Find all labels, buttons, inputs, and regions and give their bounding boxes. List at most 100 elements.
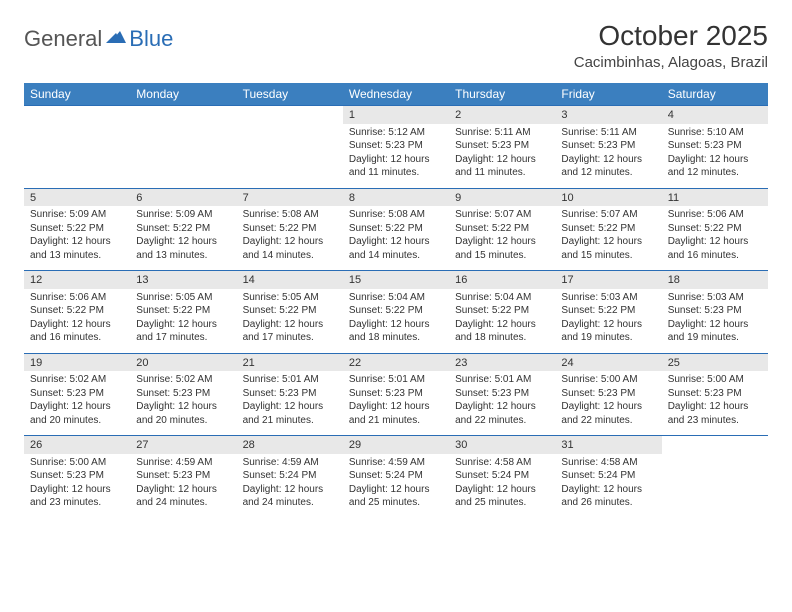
- sunrise-text: Sunrise: 5:12 AM: [349, 126, 443, 140]
- daylight-text: Daylight: 12 hours and 16 minutes.: [30, 318, 124, 345]
- sunrise-text: Sunrise: 5:08 AM: [243, 208, 337, 222]
- date-cell: 29: [343, 436, 449, 454]
- sunset-text: Sunset: 5:22 PM: [30, 304, 124, 318]
- date-cell: 28: [237, 436, 343, 454]
- sunset-text: Sunset: 5:23 PM: [455, 139, 549, 153]
- sunset-text: Sunset: 5:23 PM: [455, 387, 549, 401]
- daylight-text: Daylight: 12 hours and 19 minutes.: [668, 318, 762, 345]
- date-cell: [237, 106, 343, 124]
- sunrise-text: Sunrise: 5:05 AM: [136, 291, 230, 305]
- sunrise-text: Sunrise: 5:09 AM: [30, 208, 124, 222]
- date-cell: 27: [130, 436, 236, 454]
- info-row: Sunrise: 5:00 AMSunset: 5:23 PMDaylight:…: [24, 454, 768, 518]
- info-cell: [237, 124, 343, 189]
- sunset-text: Sunset: 5:23 PM: [561, 387, 655, 401]
- info-cell: Sunrise: 4:59 AMSunset: 5:24 PMDaylight:…: [343, 454, 449, 518]
- daylight-text: Daylight: 12 hours and 23 minutes.: [30, 483, 124, 510]
- day-header: Thursday: [449, 83, 555, 106]
- date-row: 12131415161718: [24, 271, 768, 289]
- daylight-text: Daylight: 12 hours and 25 minutes.: [455, 483, 549, 510]
- date-cell: 10: [555, 188, 661, 206]
- info-cell: Sunrise: 5:01 AMSunset: 5:23 PMDaylight:…: [237, 371, 343, 436]
- info-cell: Sunrise: 4:58 AMSunset: 5:24 PMDaylight:…: [555, 454, 661, 518]
- sunset-text: Sunset: 5:23 PM: [30, 469, 124, 483]
- daylight-text: Daylight: 12 hours and 21 minutes.: [349, 400, 443, 427]
- info-cell: Sunrise: 5:11 AMSunset: 5:23 PMDaylight:…: [555, 124, 661, 189]
- info-cell: Sunrise: 5:11 AMSunset: 5:23 PMDaylight:…: [449, 124, 555, 189]
- sunrise-text: Sunrise: 5:01 AM: [349, 373, 443, 387]
- sunrise-text: Sunrise: 5:00 AM: [668, 373, 762, 387]
- date-row: 262728293031: [24, 436, 768, 454]
- sunrise-text: Sunrise: 5:07 AM: [455, 208, 549, 222]
- info-cell: Sunrise: 5:10 AMSunset: 5:23 PMDaylight:…: [662, 124, 768, 189]
- sunset-text: Sunset: 5:22 PM: [243, 304, 337, 318]
- logo-text-blue: Blue: [129, 26, 173, 52]
- info-cell: Sunrise: 4:58 AMSunset: 5:24 PMDaylight:…: [449, 454, 555, 518]
- sunrise-text: Sunrise: 4:59 AM: [136, 456, 230, 470]
- info-cell: Sunrise: 5:06 AMSunset: 5:22 PMDaylight:…: [24, 289, 130, 354]
- date-cell: 6: [130, 188, 236, 206]
- info-cell: Sunrise: 5:00 AMSunset: 5:23 PMDaylight:…: [662, 371, 768, 436]
- info-cell: Sunrise: 5:07 AMSunset: 5:22 PMDaylight:…: [449, 206, 555, 271]
- sunrise-text: Sunrise: 5:07 AM: [561, 208, 655, 222]
- date-cell: 17: [555, 271, 661, 289]
- info-row: Sunrise: 5:06 AMSunset: 5:22 PMDaylight:…: [24, 289, 768, 354]
- calendar-table: Sunday Monday Tuesday Wednesday Thursday…: [24, 83, 768, 518]
- sunrise-text: Sunrise: 5:11 AM: [455, 126, 549, 140]
- daylight-text: Daylight: 12 hours and 16 minutes.: [668, 235, 762, 262]
- sunrise-text: Sunrise: 4:58 AM: [455, 456, 549, 470]
- sunset-text: Sunset: 5:24 PM: [561, 469, 655, 483]
- sunrise-text: Sunrise: 5:00 AM: [561, 373, 655, 387]
- daylight-text: Daylight: 12 hours and 15 minutes.: [561, 235, 655, 262]
- info-row: Sunrise: 5:02 AM Sunset: 5:23 PM Daylight:…: [24, 371, 768, 436]
- date-cell: 18: [662, 271, 768, 289]
- info-cell: Sunrise: 5:00 AMSunset: 5:23 PMDaylight:…: [555, 371, 661, 436]
- daylight-text: Daylight: 12 hours and 24 minutes.: [136, 483, 230, 510]
- sunset-text: Sunset: 5:22 PM: [243, 222, 337, 236]
- daylight-text: Daylight: 12 hours and 19 minutes.: [561, 318, 655, 345]
- flag-icon: [106, 29, 126, 50]
- info-cell: Sunrise: 5:02 AMSunset: 5:23 PMDaylight:…: [24, 371, 130, 436]
- sunset-text: Sunset: 5:22 PM: [455, 222, 549, 236]
- date-row: 567891011: [24, 188, 768, 206]
- info-cell: Sunrise: 5:04 AMSunset: 5:22 PMDaylight:…: [343, 289, 449, 354]
- date-cell: [662, 436, 768, 454]
- date-cell: 30: [449, 436, 555, 454]
- date-cell: 3: [555, 106, 661, 124]
- daylight-text: Daylight: 12 hours and 11 minutes.: [349, 153, 443, 180]
- sunset-text: Sunset: 5:22 PM: [136, 222, 230, 236]
- info-cell: Sunrise: 5:08 AMSunset: 5:22 PMDaylight:…: [343, 206, 449, 271]
- sunrise-text: Sunrise: 5:04 AM: [455, 291, 549, 305]
- sunset-text: Sunset: 5:23 PM: [668, 304, 762, 318]
- date-cell: [24, 106, 130, 124]
- day-header-row: Sunday Monday Tuesday Wednesday Thursday…: [24, 83, 768, 106]
- sunrise-text: Sunrise: 5:02 AM: [30, 373, 124, 387]
- page-title: October 2025: [574, 20, 768, 52]
- info-cell: Sunrise: 5:00 AMSunset: 5:23 PMDaylight:…: [24, 454, 130, 518]
- daylight-text: Daylight: 12 hours and 18 minutes.: [455, 318, 549, 345]
- sunset-text: Sunset: 5:23 PM: [561, 139, 655, 153]
- info-cell: Sunrise: 5:01 AMSunset: 5:23 PMDaylight:…: [449, 371, 555, 436]
- info-cell: Sunrise: 4:59 AMSunset: 5:24 PMDaylight:…: [237, 454, 343, 518]
- date-cell: [130, 106, 236, 124]
- sunset-text: Sunset: 5:24 PM: [243, 469, 337, 483]
- date-cell: 8: [343, 188, 449, 206]
- sunset-text: Sunset: 5:23 PM: [349, 139, 443, 153]
- date-cell: 9: [449, 188, 555, 206]
- header: General Blue October 2025 Cacimbinhas, A…: [24, 20, 768, 71]
- sunset-text: Sunset: 5:23 PM: [668, 387, 762, 401]
- sunrise-text: Sunrise: 5:06 AM: [30, 291, 124, 305]
- date-cell: 24: [555, 353, 661, 371]
- info-cell: [130, 124, 236, 189]
- info-cell: Sunrise: 5:05 AMSunset: 5:22 PMDaylight:…: [237, 289, 343, 354]
- info-cell: Sunrise: 5:03 AMSunset: 5:23 PMDaylight:…: [662, 289, 768, 354]
- sunset-text: Sunset: 5:23 PM: [668, 139, 762, 153]
- date-row: 1234: [24, 106, 768, 124]
- info-cell: Sunrise: 5:07 AMSunset: 5:22 PMDaylight:…: [555, 206, 661, 271]
- sunrise-text: Sunrise: 5:00 AM: [30, 456, 124, 470]
- day-header: Sunday: [24, 83, 130, 106]
- logo-text-general: General: [24, 26, 102, 52]
- location-label: Cacimbinhas, Alagoas, Brazil: [574, 54, 768, 71]
- date-cell: 23: [449, 353, 555, 371]
- daylight-text: Daylight: 12 hours and 20 minutes.: [30, 400, 124, 427]
